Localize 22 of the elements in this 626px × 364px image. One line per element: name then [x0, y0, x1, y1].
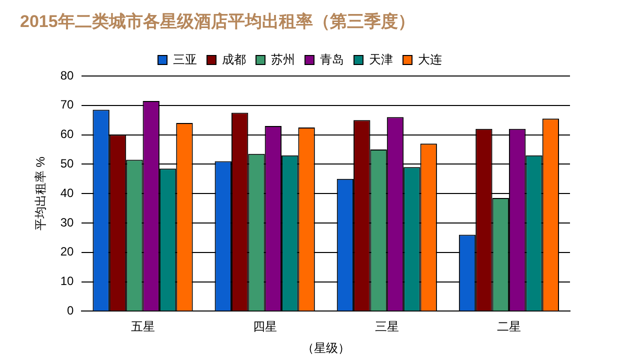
legend-label: 苏州: [271, 52, 295, 66]
x-tick-label: 二星: [496, 320, 521, 334]
legend-label: 天津: [369, 52, 393, 66]
x-axis-title: （星级）: [302, 341, 350, 356]
y-tick-label: 50: [60, 156, 74, 171]
legend-label: 成都: [222, 52, 246, 66]
y-axis-title: 平均出租率 %: [34, 156, 48, 231]
x-tick-label: 四星: [252, 320, 277, 334]
y-tick-label: 70: [60, 98, 74, 112]
chart-title: 2015年二类城市各星级酒店平均出租率（第三季度）: [20, 11, 415, 33]
y-tick-label: 0: [67, 304, 74, 318]
legend-label: 大连: [418, 52, 442, 66]
y-tick-label: 60: [60, 127, 74, 142]
x-tick-label: 五星: [130, 320, 155, 334]
x-tick-label: 三星: [374, 320, 399, 334]
legend-label: 青岛: [320, 52, 344, 66]
y-tick-label: 10: [60, 274, 74, 288]
y-tick-label: 40: [60, 186, 74, 200]
y-tick-label: 30: [60, 215, 74, 230]
y-tick-label: 80: [60, 68, 74, 82]
legend-label: 三亚: [173, 52, 197, 66]
y-tick-label: 20: [60, 244, 74, 259]
